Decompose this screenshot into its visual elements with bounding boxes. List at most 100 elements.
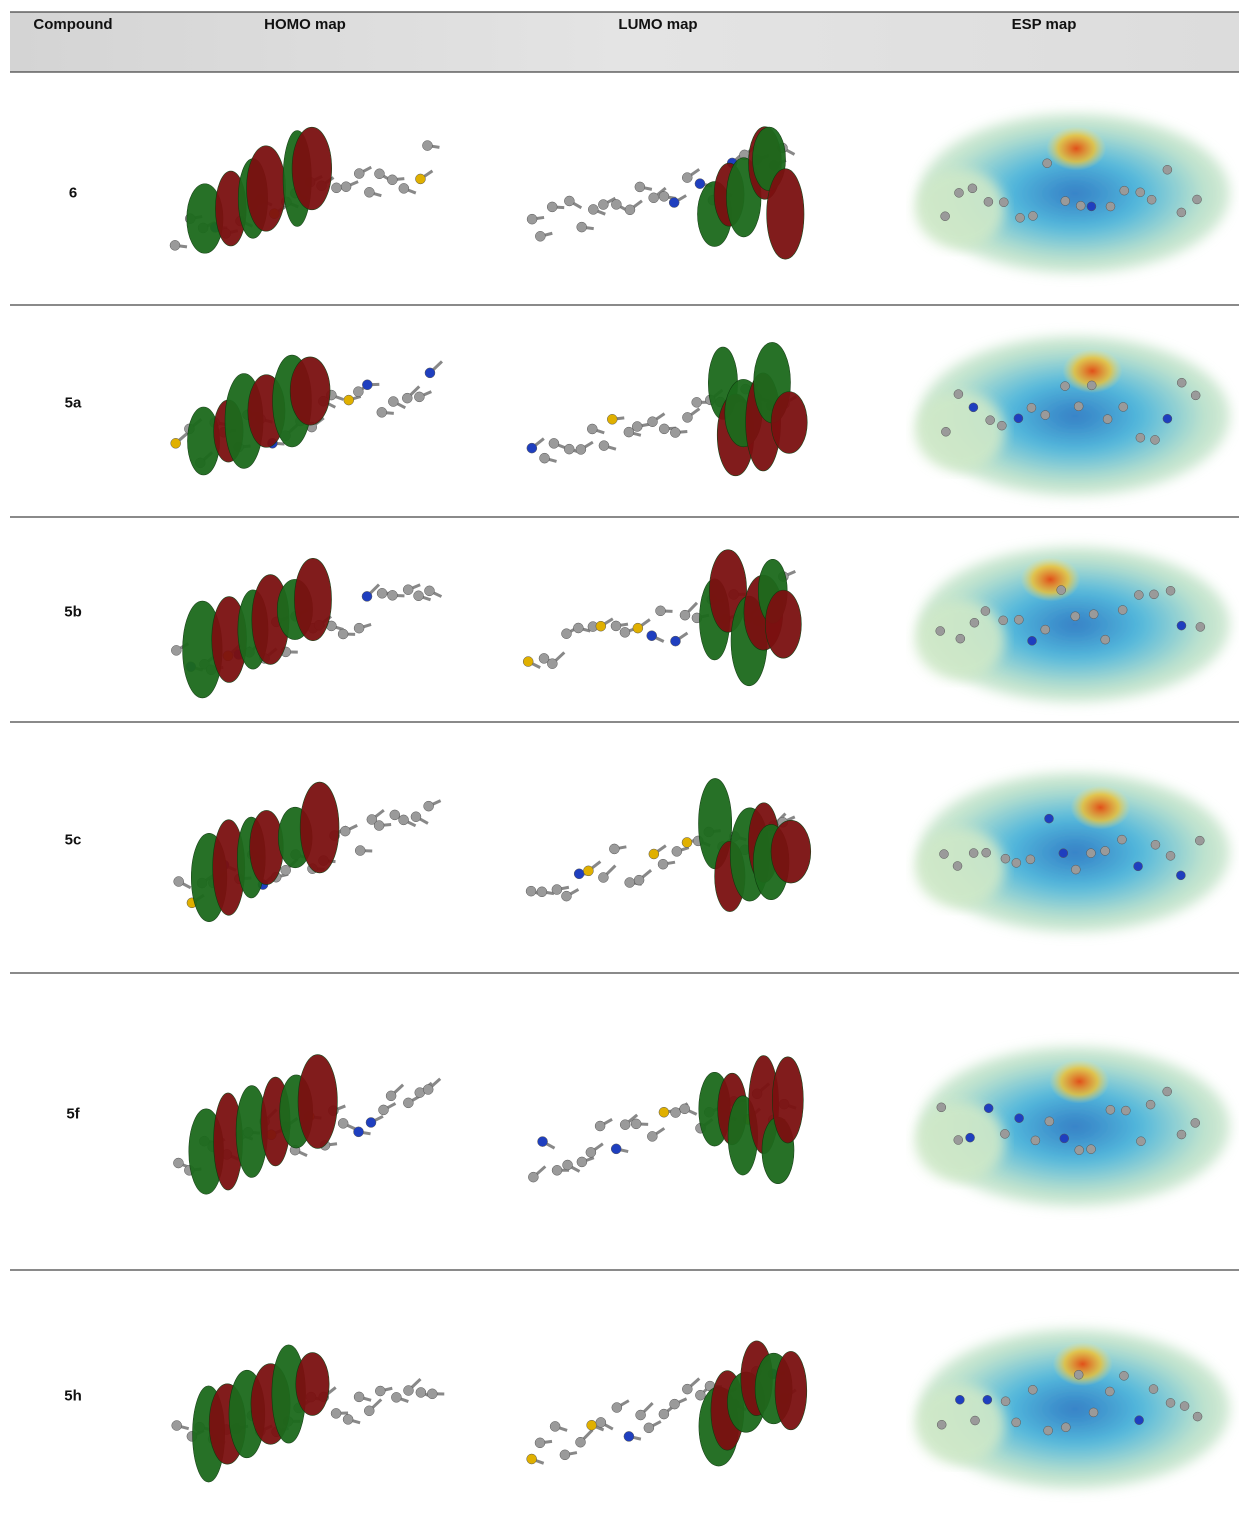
atom xyxy=(414,591,424,601)
atom xyxy=(172,1421,182,1431)
orbital-lobe xyxy=(292,127,332,210)
atom xyxy=(669,198,679,208)
atom xyxy=(1041,411,1050,420)
atom xyxy=(1163,414,1172,423)
atom xyxy=(362,591,372,601)
atom xyxy=(1101,635,1110,644)
atom xyxy=(171,438,181,448)
atom xyxy=(386,1091,396,1101)
atom xyxy=(937,1103,946,1112)
homo-image xyxy=(171,558,441,698)
atom xyxy=(953,861,962,870)
atom xyxy=(171,645,181,655)
atom xyxy=(611,1144,621,1154)
atom xyxy=(682,412,692,422)
atom xyxy=(647,1131,657,1141)
atom xyxy=(936,626,945,635)
atom xyxy=(670,428,680,438)
atom xyxy=(1150,435,1159,444)
atom xyxy=(983,1395,992,1404)
atom xyxy=(415,174,425,184)
atom xyxy=(1136,188,1145,197)
atom xyxy=(986,416,995,425)
atom xyxy=(1166,1398,1175,1407)
atom xyxy=(422,141,432,151)
atom xyxy=(374,169,384,179)
atom xyxy=(1014,414,1023,423)
atom xyxy=(670,1399,680,1409)
atom xyxy=(647,631,657,641)
atom xyxy=(353,387,363,397)
atom xyxy=(552,885,562,895)
atom xyxy=(939,850,948,859)
lumo-image xyxy=(527,342,807,475)
atom xyxy=(399,815,409,825)
atom xyxy=(1014,615,1023,624)
atom xyxy=(1176,871,1185,880)
esp-image xyxy=(915,1329,1230,1489)
lumo-image xyxy=(528,1055,803,1183)
atom xyxy=(354,1127,364,1137)
esp-image xyxy=(915,336,1230,496)
lumo-image xyxy=(526,778,811,911)
atom xyxy=(956,634,965,643)
atom xyxy=(695,1390,705,1400)
atom xyxy=(632,421,642,431)
orbital-lobe xyxy=(296,1353,329,1416)
atom xyxy=(586,1147,596,1157)
atom xyxy=(338,629,348,639)
atom xyxy=(1075,1146,1084,1155)
atom xyxy=(1149,1385,1158,1394)
atom xyxy=(596,621,606,631)
atom xyxy=(620,1120,630,1130)
atom xyxy=(1177,208,1186,217)
atom xyxy=(577,222,587,232)
atom xyxy=(403,1386,413,1396)
atom xyxy=(1163,1087,1172,1096)
atom xyxy=(1135,1416,1144,1425)
atom xyxy=(1044,1426,1053,1435)
atom xyxy=(984,197,993,206)
column-header: HOMO map xyxy=(264,16,346,33)
atom xyxy=(1045,814,1054,823)
esp-hotspot xyxy=(1053,1342,1113,1386)
atom xyxy=(971,1416,980,1425)
atom xyxy=(671,1108,681,1118)
orbital-lobe xyxy=(772,1057,803,1143)
atom xyxy=(1195,836,1204,845)
atom xyxy=(362,380,372,390)
atom xyxy=(598,200,608,210)
orbital-lobe xyxy=(250,810,284,884)
compound-label: 5h xyxy=(64,1388,82,1405)
atom xyxy=(658,859,668,869)
atom xyxy=(1059,849,1068,858)
atom xyxy=(624,1431,634,1441)
compound-label: 6 xyxy=(69,184,77,201)
atom xyxy=(1031,1136,1040,1145)
atom xyxy=(564,444,574,454)
atom xyxy=(624,427,634,437)
atom xyxy=(1193,195,1202,204)
orbital-lobe xyxy=(775,1351,807,1429)
atom xyxy=(1087,381,1096,390)
atom xyxy=(659,424,669,434)
esp-image xyxy=(915,773,1230,933)
atom xyxy=(338,1118,348,1128)
atom xyxy=(575,1437,585,1447)
atom xyxy=(281,865,291,875)
atom xyxy=(644,1423,654,1433)
atom xyxy=(1166,851,1175,860)
atom xyxy=(625,205,635,215)
atom xyxy=(540,453,550,463)
atom xyxy=(999,198,1008,207)
page: CompoundHOMO mapLUMO mapESP map 65a5b5c5… xyxy=(0,0,1239,1538)
atom xyxy=(1028,211,1037,220)
column-header: LUMO map xyxy=(618,16,697,33)
atom xyxy=(981,607,990,616)
atom xyxy=(1016,213,1025,222)
atom xyxy=(577,1157,587,1167)
atom xyxy=(636,1410,646,1420)
esp-image xyxy=(915,1047,1230,1207)
atom xyxy=(968,184,977,193)
atom xyxy=(563,1160,573,1170)
